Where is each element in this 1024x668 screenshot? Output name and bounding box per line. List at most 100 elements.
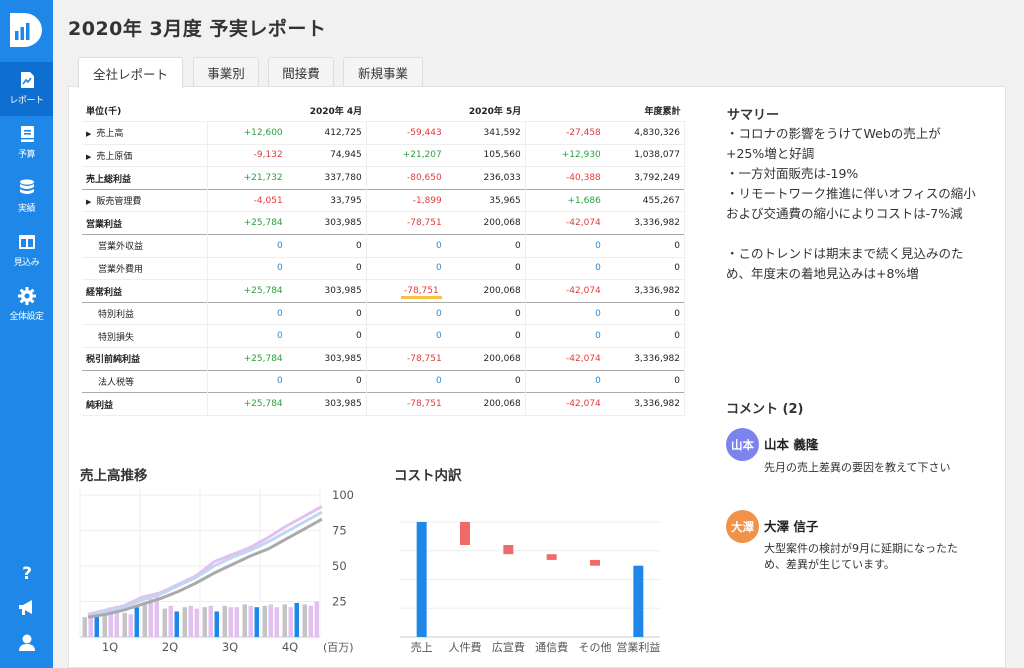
row-label-text: 経常利益	[86, 287, 123, 298]
comment-author[interactable]: 大澤 信子	[764, 519, 819, 534]
diff-value: 0	[595, 263, 601, 274]
table-header-row: 単位(千) 2020年 4月 2020年 5月 年度累計	[82, 99, 685, 123]
summary-title: サマリー	[727, 108, 780, 123]
cost-breakdown-title: コスト内訳	[394, 468, 462, 484]
value-cell: 74,945	[286, 144, 367, 167]
expand-caret-icon[interactable]: ▶	[86, 152, 92, 161]
value-cell: 200,068	[445, 392, 526, 416]
diff-cell: 0	[207, 370, 287, 393]
amount-value: 236,033	[483, 173, 521, 184]
diff-cell: +12,930	[525, 144, 605, 167]
table-row: 営業外収益 0 0 0 0 0 0	[82, 234, 685, 258]
amount-value: 3,336,982	[634, 399, 680, 410]
tab-indirect-costs[interactable]: 間接費	[268, 57, 334, 87]
table-row: 特別損失 0 0 0 0 0 0	[82, 324, 685, 348]
value-cell: 3,336,982	[604, 211, 685, 235]
amount-value: 4,830,326	[634, 127, 680, 138]
sales-bar	[222, 605, 227, 637]
value-cell: 0	[445, 324, 526, 348]
amount-value: 303,985	[324, 286, 362, 297]
sales-bar	[154, 594, 159, 637]
table-row[interactable]: ▶ 売上原価 -9,132 74,945 +21,207 105,560 +12,930 1,…	[82, 144, 685, 167]
sales-trend-line	[87, 505, 323, 616]
sales-bar	[282, 604, 287, 637]
value-cell: 0	[445, 370, 526, 393]
value-cell: 105,560	[445, 144, 526, 167]
table-row[interactable]: ▶ 売上高 +12,600 412,725 -59,443 341,592 -27,458 4…	[82, 121, 685, 145]
diff-cell: 0	[207, 302, 287, 325]
row-label: ▶ 売上原価	[82, 144, 208, 167]
row-label-text: 法人税等	[98, 377, 135, 388]
diff-value: 0	[595, 240, 601, 251]
help-icon[interactable]: ?	[16, 562, 38, 584]
value-cell: 341,592	[445, 121, 526, 145]
row-label-text: 売上高	[96, 129, 124, 140]
cost-bar	[460, 522, 470, 545]
value-cell: 0	[286, 257, 367, 280]
sales-bar	[288, 607, 293, 637]
sales-bar	[174, 611, 179, 637]
sales-trend-chart: 25 50 75 100 1Q 2Q 3Q 4Q (百万)	[79, 488, 354, 654]
app-logo[interactable]	[7, 10, 45, 50]
sales-bar	[274, 607, 279, 637]
amount-value: 3,336,982	[634, 353, 680, 364]
diff-cell: -1,899	[366, 189, 446, 212]
expand-caret-icon[interactable]: ▶	[86, 198, 92, 207]
row-label-text: 営業外費用	[98, 264, 144, 275]
amount-value: 412,725	[324, 127, 362, 138]
diff-value: -42,074	[566, 286, 601, 297]
amount-value: 0	[674, 263, 680, 274]
columns-icon	[18, 235, 35, 249]
tab-company-report[interactable]: 全社レポート	[78, 57, 183, 88]
diff-cell: -42,074	[525, 348, 605, 371]
diff-cell: -27,458	[525, 122, 605, 145]
value-cell: 303,985	[286, 392, 367, 416]
value-cell: 0	[445, 257, 526, 280]
diff-value: -9,132	[253, 150, 283, 161]
avatar[interactable]: 大澤	[726, 510, 759, 543]
comment-text: 大型案件の検討が9月に延期になったため、差異が生じています。	[764, 542, 958, 571]
amount-value: 0	[674, 308, 680, 319]
table-row[interactable]: ▶ 販売管理費 -4,051 33,795 -1,899 35,965 +1,686 455,…	[82, 189, 685, 212]
user-icon[interactable]	[16, 632, 38, 654]
amount-value: 0	[355, 263, 362, 274]
amount-value: 35,965	[489, 195, 521, 206]
diff-value: 0	[595, 331, 601, 342]
nav-forecast[interactable]: 見込み	[0, 224, 53, 278]
sales-bar	[182, 607, 187, 637]
value-cell: 200,068	[445, 279, 526, 303]
amount-value: 3,336,982	[634, 286, 680, 297]
amount-value: 200,068	[483, 399, 521, 410]
diff-value: -42,074	[566, 399, 601, 410]
sales-bar	[308, 605, 313, 637]
tab-new-business[interactable]: 新規事業	[343, 57, 423, 87]
megaphone-icon[interactable]	[16, 597, 38, 619]
expand-caret-icon[interactable]: ▶	[86, 130, 92, 139]
tab-by-business[interactable]: 事業別	[193, 57, 259, 87]
diff-cell: 0	[366, 325, 446, 348]
summary-line: ・コロナの影響をうけてWebの売上が+25%増と好調	[726, 126, 941, 161]
nav-settings[interactable]: 全体設定	[0, 278, 53, 332]
sidebar: レポート 予算 実績 見込み 全体設定 ?	[0, 0, 53, 668]
row-label: 法人税等	[82, 370, 208, 393]
diff-value: -42,074	[566, 218, 601, 229]
sales-bar	[108, 607, 113, 637]
amount-value: 0	[515, 308, 521, 319]
unit-label: (百万)	[323, 641, 354, 654]
amount-value: 0	[515, 240, 521, 251]
sales-bar	[134, 607, 139, 637]
database-icon	[19, 179, 34, 194]
nav-budget[interactable]: 予算	[0, 116, 53, 170]
diff-cell: -59,443	[366, 122, 446, 145]
diff-cell: +25,784	[207, 393, 287, 416]
avatar[interactable]: 山本	[726, 428, 759, 461]
nav-report[interactable]: レポート	[0, 62, 53, 116]
diff-cell: +12,600	[207, 122, 287, 145]
cost-breakdown-chart: 売上 人件費 広宣費 通信費 その他 営業利益	[400, 521, 660, 654]
comment-author[interactable]: 山本 義隆	[764, 437, 819, 452]
diff-cell: +25,784	[207, 348, 287, 371]
nav-actuals[interactable]: 実績	[0, 170, 53, 224]
sales-bar	[294, 602, 299, 637]
amount-value: 337,780	[324, 173, 362, 184]
amount-value: 0	[674, 331, 680, 342]
